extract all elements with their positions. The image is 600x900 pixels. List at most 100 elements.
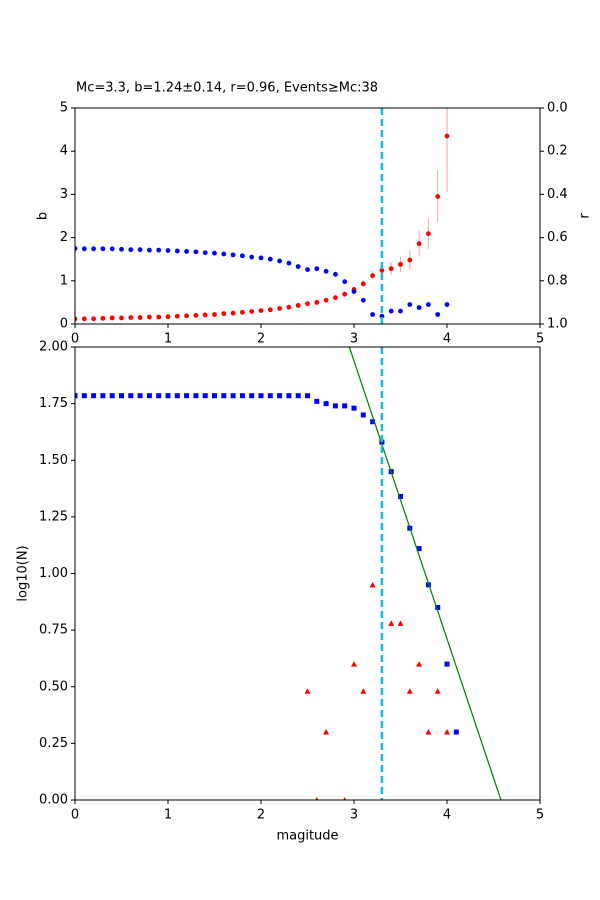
point (184, 249, 190, 254)
y-tick-label: 2 (60, 230, 68, 245)
point (137, 315, 143, 320)
x-tick-label: 2 (257, 808, 265, 823)
point (370, 312, 375, 317)
point (369, 581, 376, 588)
point (184, 393, 190, 399)
point (202, 312, 208, 318)
y-tick-label: 5 (60, 101, 68, 116)
point (398, 261, 403, 267)
point (444, 661, 450, 667)
point (379, 268, 385, 273)
point (416, 661, 423, 667)
point (147, 314, 152, 320)
point (323, 729, 330, 735)
point (147, 247, 152, 253)
y-tick-label: 1.00 (39, 566, 68, 581)
point (174, 393, 180, 399)
point (295, 303, 301, 308)
x-axis-label: magitude (276, 829, 338, 844)
point (165, 393, 171, 399)
x-tick-label: 1 (164, 808, 172, 823)
point (221, 311, 227, 317)
point (406, 688, 413, 694)
point (91, 393, 97, 399)
point (240, 253, 245, 259)
point (75, 393, 78, 399)
point (444, 302, 450, 307)
x-tick-label: 3 (350, 808, 358, 823)
point (267, 307, 273, 313)
point (156, 314, 162, 320)
y2-axis-label: r (578, 213, 593, 219)
y2-tick-label: 0.6 (547, 230, 568, 245)
point (193, 393, 199, 399)
point (240, 309, 245, 315)
point (388, 620, 395, 626)
y-tick-label: 1.50 (39, 453, 68, 468)
point (212, 250, 217, 256)
point (407, 257, 413, 263)
point (81, 393, 87, 399)
point (128, 315, 134, 320)
point (230, 310, 236, 316)
point (239, 393, 245, 399)
point (388, 308, 394, 314)
point (267, 256, 273, 262)
point (202, 393, 208, 399)
point (351, 289, 357, 294)
point (315, 797, 319, 800)
point (91, 246, 96, 252)
point (202, 250, 208, 256)
y2-tick-label: 0.8 (547, 273, 568, 288)
point (444, 133, 450, 139)
point (416, 546, 422, 552)
point (267, 393, 273, 399)
point (435, 312, 441, 317)
point (342, 403, 348, 409)
y-tick-label: 1.25 (39, 509, 68, 524)
plot-area (75, 347, 502, 800)
point (435, 194, 441, 199)
point (156, 247, 162, 253)
point (100, 393, 106, 399)
point (286, 260, 292, 266)
point (128, 393, 134, 399)
x-tick-label: 2 (257, 332, 265, 347)
point (444, 729, 450, 735)
point (165, 314, 171, 320)
point (137, 247, 143, 253)
point (407, 302, 413, 307)
y-tick-label: 0 (60, 317, 68, 332)
point (277, 393, 283, 399)
point (305, 301, 310, 307)
axes-frame (74, 107, 541, 325)
point (453, 729, 459, 735)
y-axis-label: b (36, 212, 51, 220)
point (212, 312, 217, 317)
point (156, 393, 162, 399)
point (174, 313, 180, 319)
point (434, 688, 441, 694)
point (249, 254, 255, 260)
point (360, 297, 366, 303)
point (128, 247, 134, 253)
point (109, 393, 115, 399)
point (342, 279, 348, 285)
point (388, 266, 394, 272)
point (323, 401, 329, 407)
point (416, 241, 422, 247)
x-tick-label: 1 (164, 332, 172, 347)
point (426, 231, 431, 237)
point (295, 264, 301, 269)
chart-title: Mc=3.3, b=1.24±0.14, r=0.96, Events≥Mc:3… (76, 81, 378, 96)
y2-tick-label: 0.2 (547, 144, 568, 159)
point (184, 313, 190, 319)
point (305, 393, 310, 399)
point (81, 316, 87, 322)
point (286, 304, 292, 310)
plot-area (75, 108, 450, 322)
y2-tick-label: 0.4 (547, 187, 568, 202)
point (314, 398, 320, 404)
point (333, 295, 338, 301)
